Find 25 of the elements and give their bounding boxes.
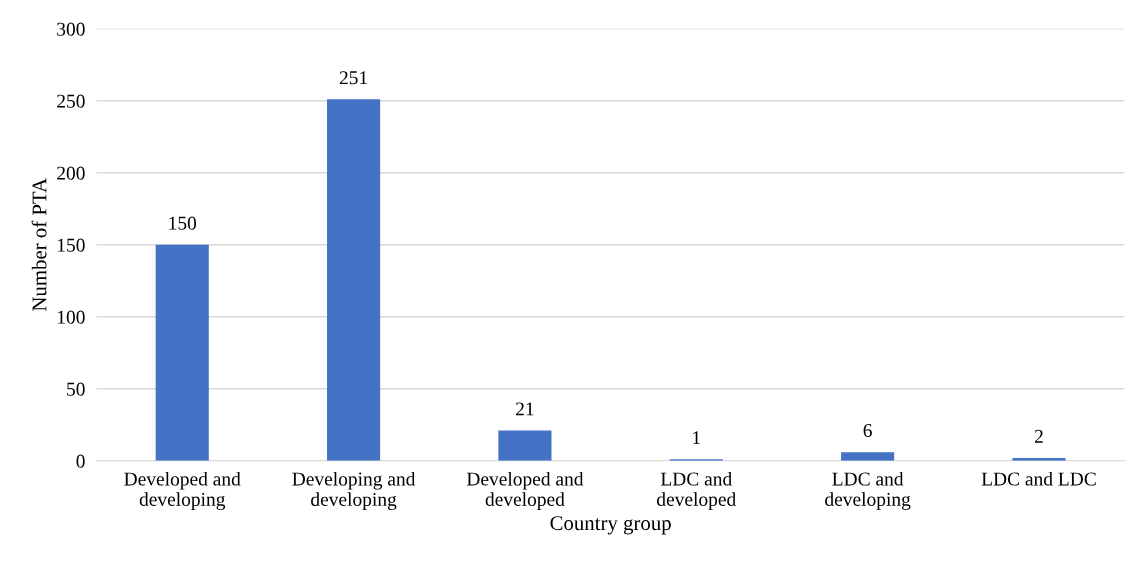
x-tick-label: Developed and developing [124, 471, 241, 510]
data-label: 150 [169, 216, 197, 230]
data-label: 1 [693, 431, 700, 445]
x-axis-title: Country group [550, 516, 671, 535]
x-tick-label: LDC and LDC [981, 471, 1096, 486]
y-tick-label: 250 [57, 94, 85, 108]
bar [498, 430, 552, 461]
y-tick-label: 200 [57, 166, 85, 180]
data-label: 2 [1034, 429, 1043, 443]
x-tick-label: Developing and developing [292, 471, 416, 510]
x-tick-label: LDC and developed [657, 471, 736, 510]
bar [327, 99, 381, 461]
bar [155, 244, 209, 461]
x-tick-label: LDC and developing [825, 471, 911, 510]
data-label: 6 [863, 424, 872, 438]
y-tick-label: 100 [57, 310, 85, 324]
y-tick-label: 150 [57, 238, 85, 252]
data-label: 251 [339, 71, 367, 85]
bar [841, 452, 895, 461]
x-tick-label: Developed and developed [466, 471, 584, 510]
y-tick-label: 300 [57, 22, 85, 36]
y-tick-label: 0 [76, 454, 85, 468]
y-tick-label: 50 [67, 382, 85, 396]
data-label: 21 [516, 402, 534, 416]
y-axis-title: Number of PTA [31, 178, 47, 312]
